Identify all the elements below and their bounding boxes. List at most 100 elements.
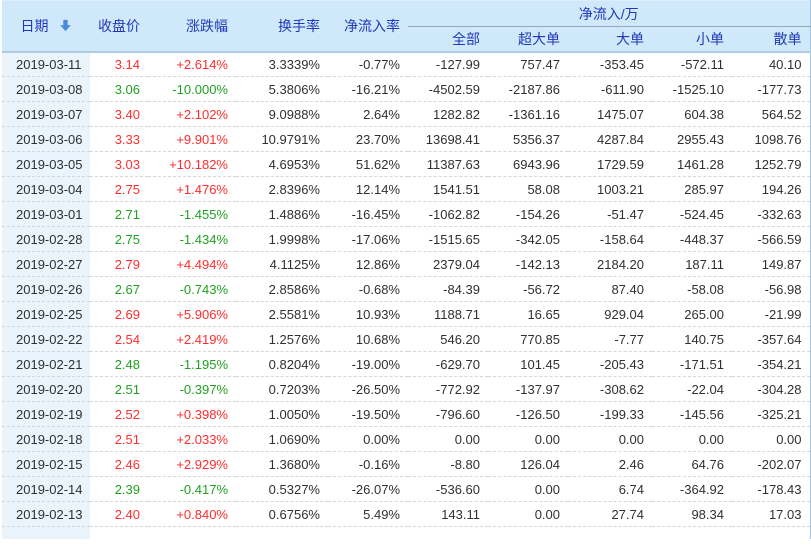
cell-date: 2019-02-26	[2, 276, 90, 302]
cell-super-large: -137.97	[488, 376, 568, 402]
cell-all: 1188.71	[408, 301, 488, 327]
col-header-all[interactable]: 全部	[408, 26, 488, 53]
cell-turnover: 9.0988%	[236, 101, 328, 127]
cell-all: 2379.04	[408, 251, 488, 277]
col-header-change[interactable]: 涨跌幅	[148, 0, 236, 53]
cell-retail: -325.21	[732, 401, 810, 427]
cell-large: 4287.84	[568, 126, 652, 152]
cell-change: +2.614%	[148, 51, 236, 77]
cell-close: 3.03	[90, 151, 148, 177]
cell-small: 2955.43	[652, 126, 732, 152]
cell-all: -4502.59	[408, 76, 488, 102]
cell-date: 2019-02-13	[2, 501, 90, 527]
cell-date: 2019-03-06	[2, 126, 90, 152]
table-row: 2019-02-18 2.51 +2.033% 1.0690% 0.00% 0.00 0.0…	[2, 426, 810, 452]
cell-large: 1003.21	[568, 176, 652, 202]
cell-super-large: -126.50	[488, 401, 568, 427]
cell-change: +9.901%	[148, 126, 236, 152]
cell-super-large: -342.05	[488, 226, 568, 252]
cell-close: 3.14	[90, 51, 148, 77]
cell-inflow-rate: 2.64%	[328, 101, 408, 127]
cell-date: 2019-02-25	[2, 301, 90, 327]
partial-cell	[488, 526, 568, 539]
col-header-date-label: 日期	[20, 17, 49, 34]
cell-super-large: -1361.16	[488, 101, 568, 127]
col-header-turnover[interactable]: 换手率	[236, 0, 328, 53]
cell-small: -58.08	[652, 276, 732, 302]
cell-all: 11387.63	[408, 151, 488, 177]
table-row: 2019-02-25 2.69 +5.906% 2.5581% 10.93% 1188.7…	[2, 301, 810, 327]
cell-all: -8.80	[408, 451, 488, 477]
cell-retail: -178.43	[732, 476, 810, 502]
col-header-large[interactable]: 大单	[568, 26, 652, 53]
cell-inflow-rate: 10.68%	[328, 326, 408, 352]
cell-super-large: 0.00	[488, 501, 568, 527]
table-row: 2019-02-27 2.79 +4.494% 4.1125% 12.86% 2379.0…	[2, 251, 810, 277]
cell-close: 2.71	[90, 201, 148, 227]
cell-inflow-rate: -26.07%	[328, 476, 408, 502]
cell-turnover: 1.2576%	[236, 326, 328, 352]
cell-small: 64.76	[652, 451, 732, 477]
table-row: 2019-03-06 3.33 +9.901% 10.9791% 23.70% 13698…	[2, 126, 810, 152]
cell-close: 2.67	[90, 276, 148, 302]
table-row: 2019-03-01 2.71 -1.455% 1.4886% -16.45% -1062…	[2, 201, 810, 227]
cell-retail: -56.98	[732, 276, 810, 302]
col-header-close[interactable]: 收盘价	[90, 0, 148, 53]
cell-close: 2.48	[90, 351, 148, 377]
cell-date: 2019-03-07	[2, 101, 90, 127]
col-header-retail[interactable]: 散单	[732, 26, 810, 53]
cell-all: 1541.51	[408, 176, 488, 202]
cell-large: 0.00	[568, 426, 652, 452]
table-header: 日期 收盘价 涨跌幅 换手率 净流入率 净流入/万 全部 超大单 大单 小单 散…	[2, 0, 810, 53]
cell-change: +10.182%	[148, 151, 236, 177]
partial-row	[2, 526, 810, 539]
cell-inflow-rate: 10.93%	[328, 301, 408, 327]
col-header-super-large[interactable]: 超大单	[488, 26, 568, 53]
cell-change: +2.419%	[148, 326, 236, 352]
cell-small: 1461.28	[652, 151, 732, 177]
cell-retail: -354.21	[732, 351, 810, 377]
cell-date: 2019-02-19	[2, 401, 90, 427]
cell-change: +2.102%	[148, 101, 236, 127]
cell-inflow-rate: -16.45%	[328, 201, 408, 227]
table-row: 2019-03-08 3.06 -10.000% 5.3806% -16.21% -450…	[2, 76, 810, 102]
cell-change: +1.476%	[148, 176, 236, 202]
cell-turnover: 0.8204%	[236, 351, 328, 377]
cell-close: 2.75	[90, 226, 148, 252]
cell-all: 13698.41	[408, 126, 488, 152]
partial-cell	[328, 526, 408, 539]
cell-turnover: 2.8586%	[236, 276, 328, 302]
cell-small: 265.00	[652, 301, 732, 327]
cell-retail: -357.64	[732, 326, 810, 352]
table-row: 2019-02-26 2.67 -0.743% 2.8586% -0.68% -84.39…	[2, 276, 810, 302]
cell-large: 27.74	[568, 501, 652, 527]
cell-retail: -304.28	[732, 376, 810, 402]
col-header-date[interactable]: 日期	[2, 0, 90, 53]
cell-super-large: -154.26	[488, 201, 568, 227]
cell-turnover: 1.4886%	[236, 201, 328, 227]
cell-retail: 0.00	[732, 426, 810, 452]
cell-change: -0.743%	[148, 276, 236, 302]
col-group-header-net-inflow: 净流入/万	[408, 0, 810, 27]
cell-super-large: 58.08	[488, 176, 568, 202]
partial-cell	[236, 526, 328, 539]
cell-inflow-rate: -16.21%	[328, 76, 408, 102]
col-header-inflow-rate[interactable]: 净流入率	[328, 0, 408, 53]
cell-close: 2.79	[90, 251, 148, 277]
cell-retail: 149.87	[732, 251, 810, 277]
cell-retail: 1252.79	[732, 151, 810, 177]
cell-all: 0.00	[408, 426, 488, 452]
cell-date: 2019-03-05	[2, 151, 90, 177]
cell-date: 2019-03-11	[2, 51, 90, 77]
cell-large: 87.40	[568, 276, 652, 302]
cell-inflow-rate: -0.68%	[328, 276, 408, 302]
cell-small: -364.92	[652, 476, 732, 502]
cell-date: 2019-02-18	[2, 426, 90, 452]
cell-inflow-rate: -17.06%	[328, 226, 408, 252]
table-row: 2019-02-15 2.46 +2.929% 1.3680% -0.16% -8.80 1…	[2, 451, 810, 477]
cell-large: 2184.20	[568, 251, 652, 277]
cell-close: 3.33	[90, 126, 148, 152]
cell-retail: -177.73	[732, 76, 810, 102]
col-header-small[interactable]: 小单	[652, 26, 732, 53]
